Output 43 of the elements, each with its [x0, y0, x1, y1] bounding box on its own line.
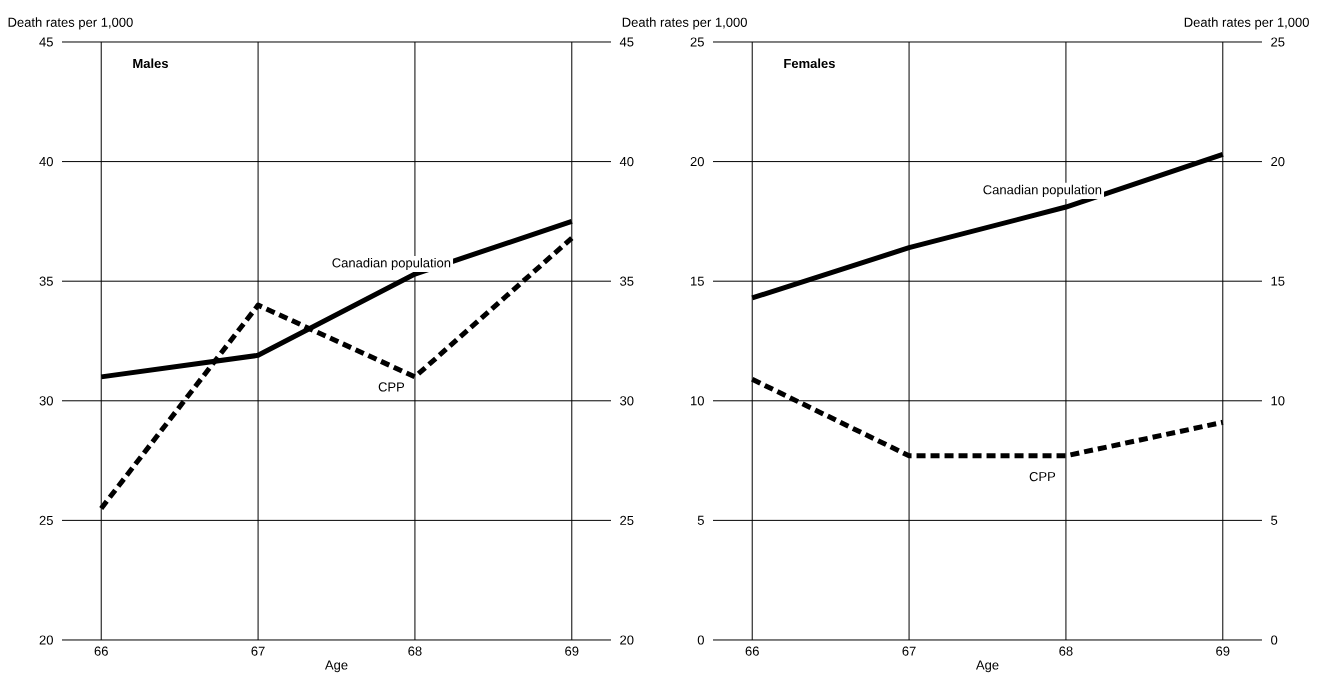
y-tick-label: 45 — [39, 37, 53, 47]
y2-tick-label: 35 — [620, 276, 634, 286]
y2-tick-label: 5 — [1271, 515, 1278, 525]
x-tick-label: 67 — [251, 646, 265, 656]
y-axis-title: Death rates per 1,000 — [8, 17, 133, 30]
x-tick-label: 66 — [94, 646, 108, 656]
y2-tick-label: 10 — [1271, 396, 1285, 406]
y-tick-label: 25 — [39, 515, 53, 525]
y2-tick-label: 40 — [619, 156, 634, 167]
x-tick-label: 66 — [745, 646, 759, 656]
y-tick-label: 40 — [39, 156, 53, 167]
x-tick-label: 69 — [565, 646, 579, 656]
text: Males — [133, 58, 169, 69]
text: Females — [784, 58, 835, 69]
y2-tick-label: 0 — [1271, 635, 1278, 645]
series-label: Canadian population — [983, 184, 1102, 197]
x-tick-label: 69 — [1216, 646, 1230, 656]
x-axis-title: Age — [975, 660, 999, 673]
y2-tick-label: 30 — [620, 396, 634, 406]
y-tick-label: 0 — [697, 635, 704, 645]
y-tick-label: 15 — [691, 276, 704, 286]
x-tick-label: 68 — [1059, 646, 1073, 656]
y-tick-label: 10 — [691, 396, 704, 406]
series-label: CPP — [378, 382, 405, 392]
y-tick-label: 25 — [690, 37, 704, 47]
y-tick-label: 30 — [39, 396, 53, 406]
y2-tick-label: 25 — [620, 515, 634, 525]
y2-tick-label: 15 — [1271, 276, 1285, 286]
series-label: Canadian population — [332, 257, 451, 271]
series-label: CPP — [1029, 472, 1056, 482]
y-tick-label: 35 — [39, 276, 53, 286]
y2-tick-label: 20 — [1271, 156, 1285, 167]
y-tick-label: 20 — [39, 635, 53, 645]
x-axis-title: Age — [324, 660, 348, 673]
y2-tick-label: 45 — [619, 37, 634, 47]
y-tick-label: 5 — [697, 515, 704, 525]
x-tick-label: 68 — [408, 646, 422, 656]
y2-tick-label: 25 — [1271, 37, 1285, 47]
y-tick-label: 20 — [690, 156, 704, 167]
y2-axis-title: Death rates per 1,000 — [1184, 17, 1309, 30]
x-tick-label: 67 — [902, 646, 916, 656]
y2-tick-label: 20 — [620, 635, 634, 645]
y-axis-title: Death rates per 1,000 — [622, 17, 747, 30]
